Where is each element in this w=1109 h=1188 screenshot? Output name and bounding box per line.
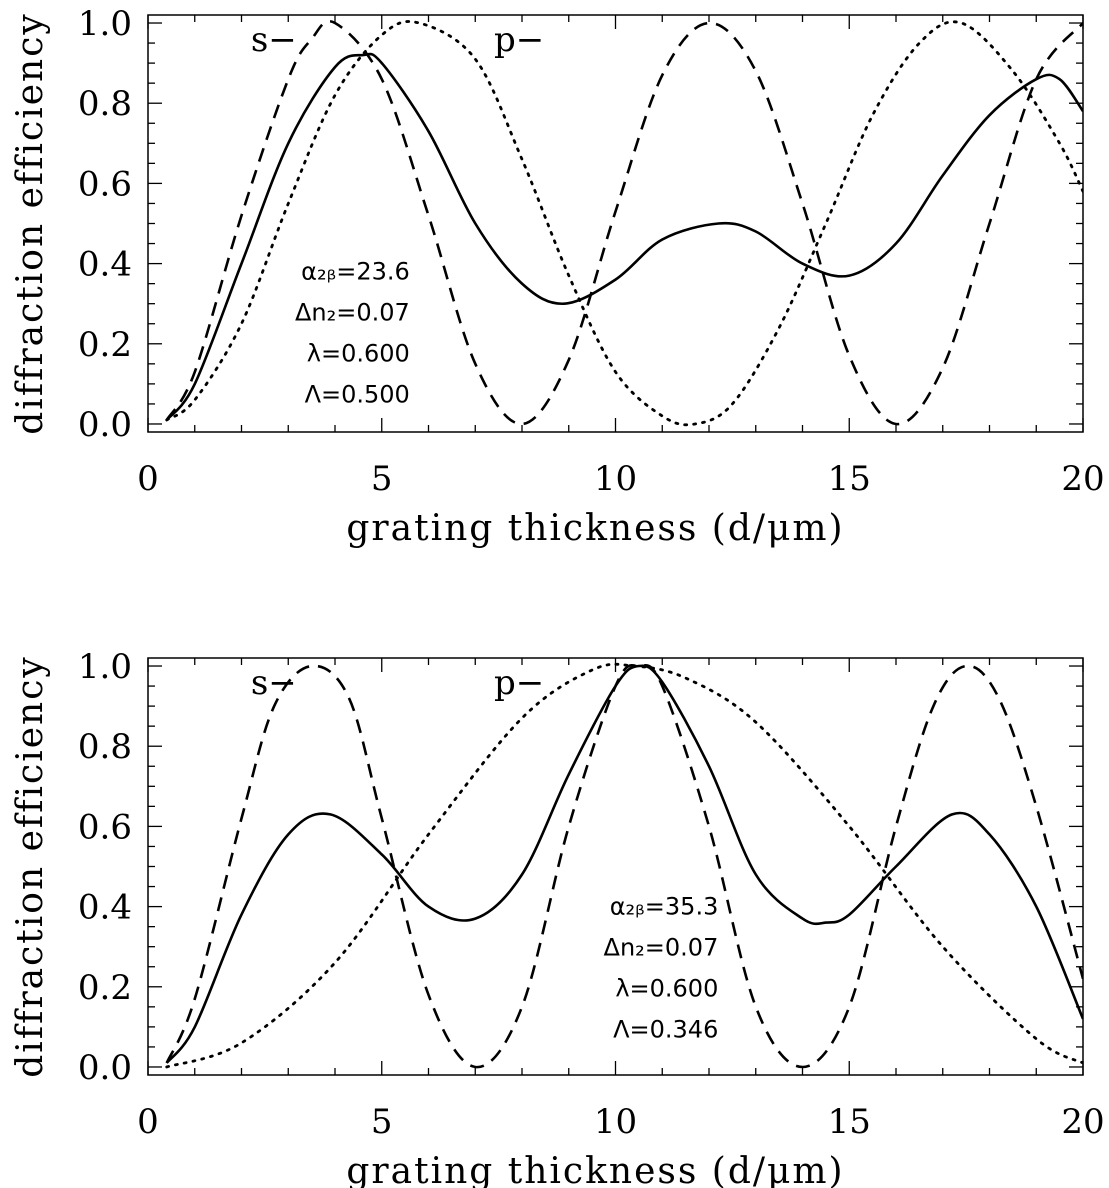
y-tick-label: 1.0 bbox=[78, 647, 132, 687]
polarization-label: p− bbox=[494, 20, 544, 60]
x-axis-label: grating thickness (d/μm) bbox=[346, 508, 844, 549]
y-tick-label: 0.6 bbox=[78, 807, 132, 847]
series-line-solid bbox=[165, 664, 1083, 1064]
series-line-dotted bbox=[165, 662, 1083, 1069]
plot-frame bbox=[147, 14, 1084, 433]
x-tick-label: 20 bbox=[1061, 459, 1104, 499]
x-tick-label: 15 bbox=[828, 1102, 871, 1142]
x-tick-label: 10 bbox=[594, 1102, 637, 1142]
parameter-annotation: α₂ᵦ=23.6 bbox=[301, 258, 410, 286]
x-tick-label: 0 bbox=[137, 459, 159, 499]
y-tick-label: 0.8 bbox=[78, 84, 132, 124]
parameter-annotation: α₂ᵦ=35.3 bbox=[610, 893, 719, 921]
x-tick-label: 5 bbox=[371, 459, 393, 499]
chart-panel-bottom: 0 5 10 15 20 0.0 0.2 0.4 0.6 0.8 1.0 grating thickn… bbox=[10, 647, 1105, 1188]
x-tick-label: 10 bbox=[594, 459, 637, 499]
parameter-annotation: λ=0.600 bbox=[307, 340, 410, 368]
y-tick-label: 0.2 bbox=[78, 968, 132, 1008]
y-tick-label: 0.6 bbox=[78, 164, 132, 204]
y-tick-label: 0.4 bbox=[78, 888, 132, 928]
series-line-dashed bbox=[165, 20, 1083, 426]
y-axis-label: diffraction efficiency bbox=[10, 655, 51, 1077]
parameter-annotation: λ=0.600 bbox=[615, 975, 718, 1003]
plot-frame bbox=[147, 657, 1084, 1076]
x-tick-label: 20 bbox=[1061, 1102, 1104, 1142]
y-tick-label: 1.0 bbox=[78, 4, 132, 44]
y-tick-label: 0.4 bbox=[78, 245, 132, 285]
y-tick-label: 0.8 bbox=[78, 727, 132, 767]
series-line-dotted bbox=[165, 20, 1083, 427]
y-tick-label: 0.0 bbox=[78, 405, 132, 445]
series-line-solid bbox=[165, 52, 1083, 421]
polarization-label: s− bbox=[251, 20, 297, 60]
y-axis-label: diffraction efficiency bbox=[10, 12, 51, 434]
parameter-annotation: Δn₂=0.07 bbox=[604, 934, 719, 962]
x-axis-label: grating thickness (d/μm) bbox=[346, 1151, 844, 1188]
chart-panel-top: 0 5 10 15 20 0.0 0.2 0.4 0.6 0.8 1.0 grating thickn… bbox=[10, 4, 1105, 549]
series-line-dashed bbox=[165, 663, 1083, 1069]
x-tick-label: 15 bbox=[828, 459, 871, 499]
x-tick-label: 5 bbox=[371, 1102, 393, 1142]
parameter-annotation: Λ=0.500 bbox=[305, 381, 410, 409]
x-tick-label: 0 bbox=[137, 1102, 159, 1142]
y-tick-label: 0.2 bbox=[78, 325, 132, 365]
parameter-annotation: Δn₂=0.07 bbox=[295, 299, 410, 327]
polarization-label: s− bbox=[251, 663, 297, 703]
parameter-annotation: Λ=0.346 bbox=[613, 1016, 718, 1044]
y-tick-label: 0.0 bbox=[78, 1048, 132, 1088]
polarization-label: p− bbox=[494, 663, 544, 703]
